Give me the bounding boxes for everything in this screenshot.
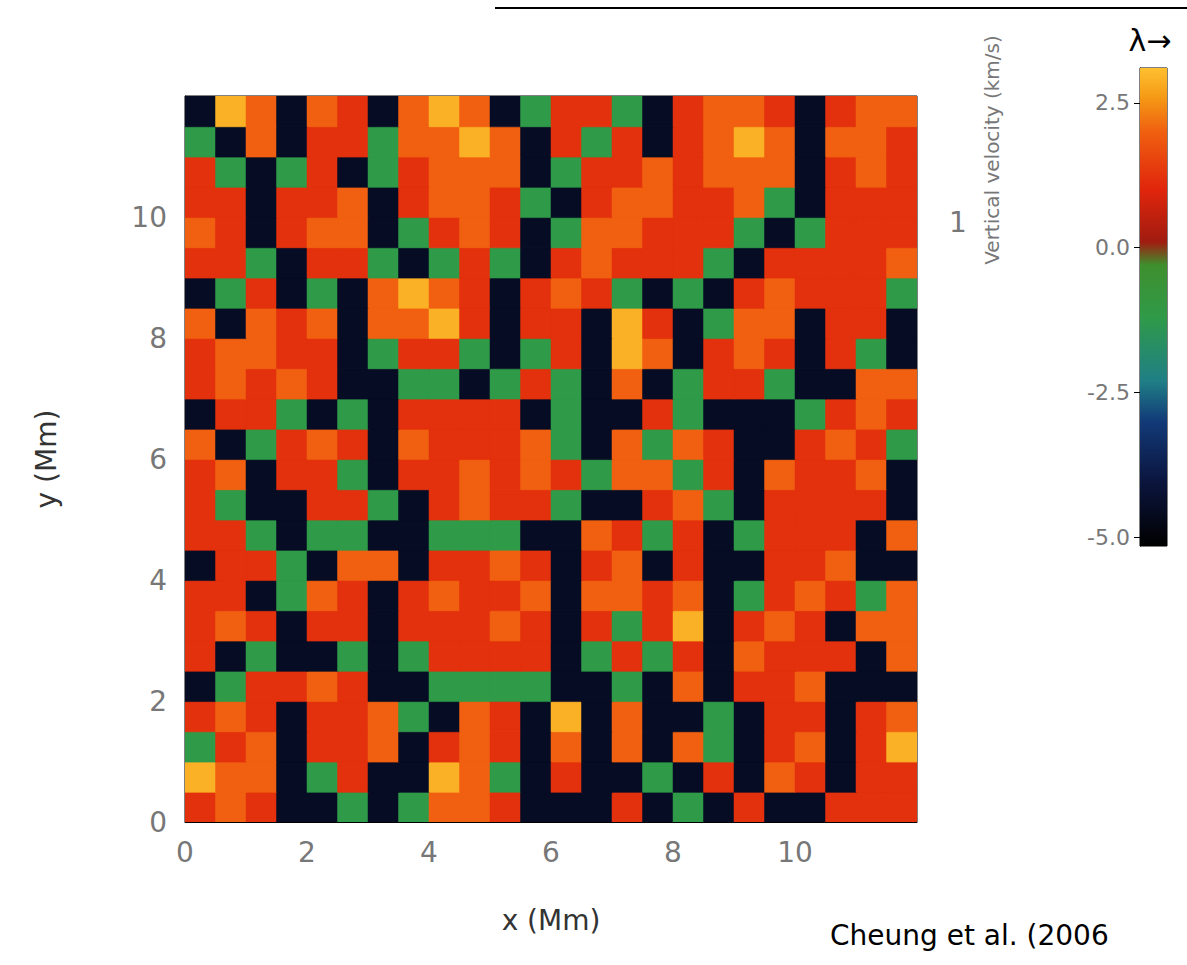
svg-text:x (Mm): x (Mm) xyxy=(502,904,601,937)
svg-text:4: 4 xyxy=(149,564,167,597)
svg-text:2.5: 2.5 xyxy=(1095,90,1130,115)
svg-text:2: 2 xyxy=(298,836,316,869)
svg-text:8: 8 xyxy=(664,836,682,869)
svg-text:0: 0 xyxy=(149,806,167,839)
svg-text:-5.0: -5.0 xyxy=(1087,525,1130,550)
svg-text:-2.5: -2.5 xyxy=(1087,380,1130,405)
svg-text:10: 10 xyxy=(131,201,167,234)
svg-text:Vertical velocity (km/s): Vertical velocity (km/s) xyxy=(980,35,1004,265)
svg-text:1: 1 xyxy=(949,206,967,239)
svg-text:λ→: λ→ xyxy=(1129,23,1172,58)
svg-text:y (Mm): y (Mm) xyxy=(30,410,63,509)
svg-text:6: 6 xyxy=(149,443,167,476)
svg-text:2: 2 xyxy=(149,685,167,718)
svg-text:0.0: 0.0 xyxy=(1095,235,1130,260)
svg-text:4: 4 xyxy=(420,836,438,869)
svg-text:8: 8 xyxy=(149,322,167,355)
svg-text:Cheung et al. (2006: Cheung et al. (2006 xyxy=(830,919,1109,952)
svg-text:0: 0 xyxy=(176,836,194,869)
svg-text:6: 6 xyxy=(542,836,560,869)
svg-text:10: 10 xyxy=(777,836,813,869)
